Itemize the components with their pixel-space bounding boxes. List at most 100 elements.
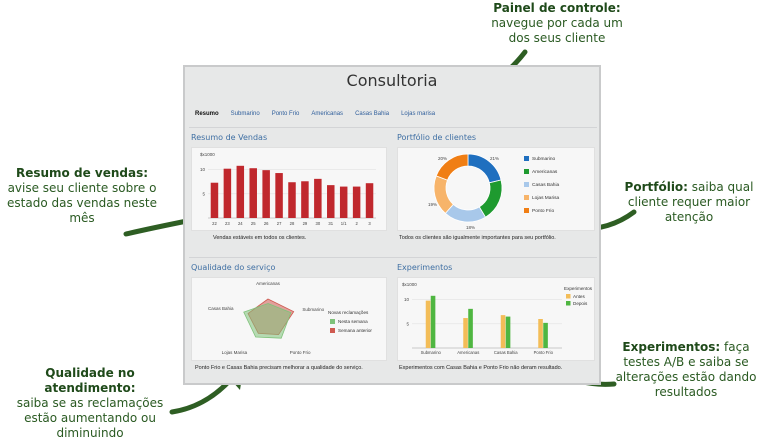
callout-qualidade-title: Qualidade no atendimento: (44, 366, 136, 395)
section-title-qualidade: Qualidade do serviço (191, 263, 276, 272)
section-caption-experimentos: Experimentos com Casas Bahia e Ponto Fri… (399, 365, 563, 371)
legend-label: Lojas Marisa (532, 195, 560, 201)
y-tick-label: 5 (406, 321, 409, 326)
sales-bar (365, 183, 374, 218)
callout-portfolio-title: Portfólio: (624, 180, 688, 194)
experiments-chart-panel: $x1000 5 10 Submarino Americanas Casas Bahia P… (397, 277, 595, 361)
pie-value-label: 21% (490, 156, 499, 161)
x-tick-label: 1/1 (341, 221, 347, 226)
radar-axis-label: Lojas Marisa (222, 350, 248, 355)
callout-experimentos-title: Experimentos: (622, 340, 721, 354)
callout-experimentos-line: alterações estão dando (615, 370, 757, 384)
callout-vendas-line: mês (69, 211, 95, 225)
legend-swatch (330, 328, 335, 333)
callout-portfolio-line: atenção (664, 210, 714, 224)
callout-experimentos-line: testes A/B e saiba se (623, 355, 749, 369)
legend-label: Antes (573, 294, 585, 299)
section-title-experimentos: Experimentos (397, 263, 453, 272)
x-tick-label: 25 (251, 221, 256, 226)
radar-axis-label: Ponto Frio (290, 350, 311, 355)
legend-swatch (524, 182, 529, 187)
radar-series-polygon (243, 303, 292, 339)
callout-experimentos-line: resultados (654, 385, 718, 399)
pie-slice (433, 175, 454, 214)
y-axis-label: $x1000 (200, 152, 215, 157)
tab-resumo[interactable]: Resumo (195, 111, 219, 117)
sales-bar (327, 185, 335, 218)
y-tick-label: 5 (202, 191, 205, 196)
x-tick-label: 31 (328, 221, 333, 226)
callout-qualidade-line: saiba se as reclamações (16, 396, 164, 410)
y-axis-label: $x1000 (402, 282, 417, 287)
section-caption-vendas: Vendas estáveis em todos os clientes. (213, 235, 307, 241)
x-tick-label: 27 (277, 221, 282, 226)
callout-qualidade-line: estão aumentando ou (24, 411, 156, 425)
legend-label: Semana anterior (338, 328, 372, 333)
experiment-bar (463, 318, 468, 348)
tab-submarino[interactable]: Submarino (230, 111, 260, 117)
divider (189, 257, 597, 258)
experiment-bar (538, 319, 543, 348)
x-tick-label: 29 (303, 221, 308, 226)
dashboard-title: Consultoria (346, 71, 438, 90)
x-tick-label: 28 (290, 221, 295, 226)
experiment-bar (468, 308, 473, 348)
callout-painel-title: Painel de controle: (493, 1, 621, 15)
x-tick-label: Americanas (457, 350, 479, 355)
sales-bar (314, 178, 322, 218)
x-tick-label: 26 (264, 221, 269, 226)
experiment-bar (500, 315, 506, 348)
pie-value-label: 18% (466, 225, 475, 230)
dashboard-window: Consultoria Resumo Submarino Ponto Frio … (183, 65, 601, 385)
legend-title: Novas reclamações (328, 310, 369, 315)
legend-label: Casas Bahia (532, 182, 560, 188)
sales-bar (275, 173, 283, 218)
section-title-vendas: Resumo de Vendas (191, 133, 268, 142)
sales-bar (288, 182, 296, 218)
x-tick-label: Ponto Frio (534, 350, 554, 355)
sales-bar (301, 181, 309, 218)
radar-axis-label: Submarino (302, 307, 324, 312)
tab-ponto-frio[interactable]: Ponto Frio (271, 111, 300, 117)
callout-experimentos-first: faça (720, 340, 750, 354)
experiments-chart: $x1000 5 10 Submarino Americanas Casas Bahia P… (402, 282, 593, 355)
section-title-portfolio: Portfólio de clientes (397, 133, 477, 142)
pie-value-label: 19% (428, 202, 437, 207)
sales-bar (210, 182, 219, 218)
legend-swatch (524, 208, 529, 213)
callout-painel-line: navegue por cada um (491, 16, 623, 30)
quality-chart-panel: Americanas Submarino Ponto Frio Lojas Maris… (191, 277, 387, 361)
sales-bar (339, 186, 348, 218)
callout-qualidade-line: diminuindo (56, 426, 124, 440)
quality-chart: Americanas Submarino Ponto Frio Lojas Maris… (208, 281, 372, 355)
callout-painel: Painel de controle: navegue por cada um … (482, 1, 632, 46)
experiment-bar (425, 300, 431, 348)
experiment-bar (430, 295, 436, 348)
portfolio-chart: 21% 20% 19% 18% Submarino Americanas Casas Bah… (428, 153, 560, 230)
radar-axis-label: Americanas (256, 281, 281, 286)
tab-lojas-marisa[interactable]: Lojas marisa (401, 111, 436, 117)
y-tick-label: 10 (200, 167, 206, 172)
x-tick-label: 24 (238, 221, 243, 226)
pie-slice (435, 153, 469, 181)
sales-bar (236, 165, 245, 218)
callout-portfolio: Portfólio: saiba qual cliente requer mai… (616, 180, 762, 225)
pie-value-label: 20% (438, 156, 447, 161)
sales-bar (352, 186, 361, 218)
tab-bar: Resumo Submarino Ponto Frio Americanas C… (195, 111, 435, 123)
legend-label: Americanas (532, 169, 558, 175)
section-caption-qualidade: Ponto Frio e Casas Bahia precisam melhor… (195, 365, 363, 371)
legend-swatch (524, 195, 529, 200)
section-caption-portfolio: Todos os clientes são igualmente importa… (399, 235, 556, 241)
callout-painel-line: dos seus cliente (508, 31, 606, 45)
legend-label: Submarino (532, 156, 556, 162)
experiment-bar (505, 316, 511, 348)
divider (189, 127, 597, 128)
tab-americanas[interactable]: Americanas (311, 111, 344, 117)
callout-vendas-line: avise seu cliente sobre o (7, 181, 157, 195)
legend-label: Nesta semana (338, 319, 368, 324)
tab-casas-bahia[interactable]: Casas Bahia (355, 111, 390, 117)
y-tick-label: 10 (404, 297, 410, 302)
legend-title: Experimentos (564, 286, 593, 291)
